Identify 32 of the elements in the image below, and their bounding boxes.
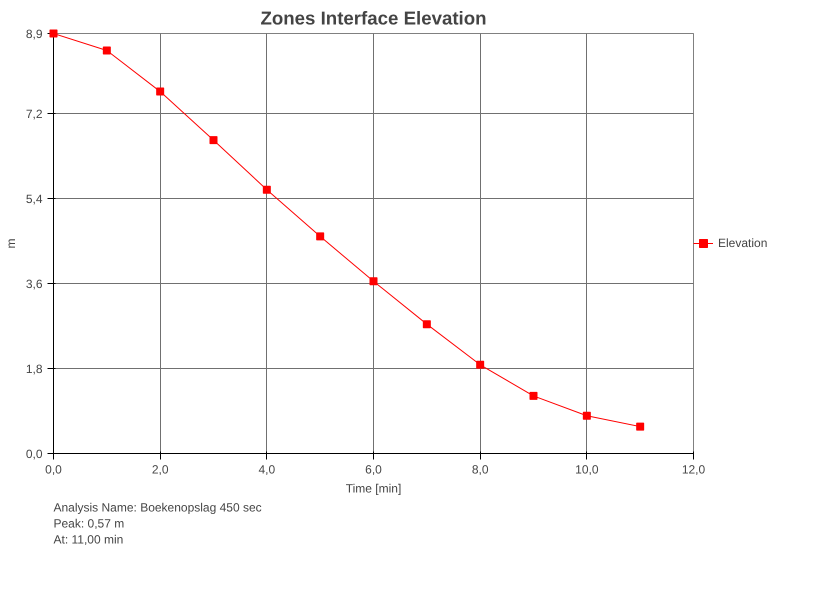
- point: [50, 30, 58, 38]
- x-tick-label: 12,0: [682, 462, 706, 476]
- text: Analysis Name: Boekenopslag 450 sec: [54, 500, 262, 514]
- x-tick-label: 4,0: [258, 462, 276, 476]
- point: [316, 232, 324, 240]
- y-tick-label: 3,6: [26, 277, 43, 292]
- point: [370, 277, 378, 286]
- text: At: 11,00 min: [54, 532, 124, 546]
- x-tick-label: 10,0: [575, 462, 599, 476]
- point: [582, 412, 591, 420]
- point: [422, 320, 431, 328]
- y-tick-label: 5,4: [26, 192, 43, 206]
- y-axis-title: m: [4, 238, 18, 248]
- point: [636, 422, 644, 431]
- x-axis-title: Time [min]: [346, 482, 402, 496]
- y-tick-label: 1,8: [26, 362, 43, 376]
- x-tick-label: 2,0: [152, 462, 169, 476]
- y-tick-label: 7,2: [26, 107, 43, 122]
- legend-label: Elevation: [718, 236, 768, 250]
- point: [156, 88, 164, 96]
- y-tick-label: 0,0: [26, 447, 43, 461]
- text: Peak: 0,57 m: [54, 516, 124, 530]
- point: [210, 136, 218, 144]
- point: [262, 186, 271, 194]
- y-tick-label: 8,9: [26, 27, 43, 41]
- x-tick-label: 6,0: [365, 462, 382, 476]
- point: [102, 46, 111, 54]
- x-tick-label: 8,0: [472, 462, 489, 476]
- point: [476, 360, 484, 369]
- x-tick-label: 0,0: [45, 462, 62, 476]
- point: [530, 392, 538, 400]
- chart-title: Zones Interface Elevation: [260, 8, 487, 28]
